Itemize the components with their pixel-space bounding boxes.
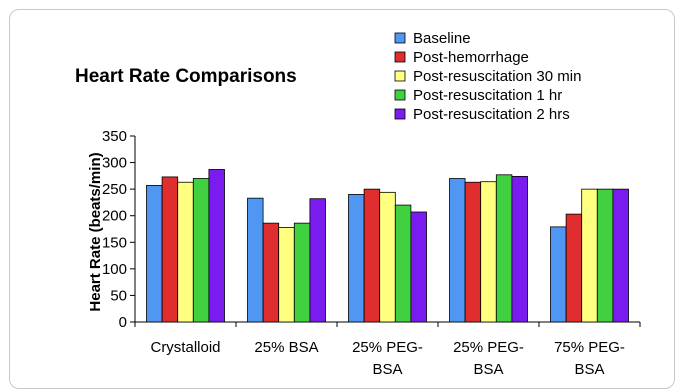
y-tick-label: 0 xyxy=(119,314,127,331)
legend-label: Post-hemorrhage xyxy=(413,49,529,66)
x-tick-label: 25% PEG- xyxy=(453,339,524,356)
legend-label: Post-resuscitation 1 hr xyxy=(413,87,562,104)
bar xyxy=(511,175,528,323)
chart-title: Heart Rate Comparisons xyxy=(75,66,297,87)
x-tick-label: BSA xyxy=(473,361,503,378)
bar xyxy=(363,188,381,323)
y-tick-label: 300 xyxy=(102,155,127,172)
bar xyxy=(161,176,179,323)
axes: 0 50 100 150 200 250 300 350 Crystalloid 25% BSA 2… xyxy=(102,128,641,378)
bar xyxy=(247,197,264,323)
bar xyxy=(394,204,412,323)
bar xyxy=(293,222,311,323)
y-tick-label: 100 xyxy=(102,261,127,278)
bar xyxy=(449,178,466,323)
x-tick-label: 25% BSA xyxy=(254,339,318,356)
x-tick-label: 25% PEG- xyxy=(352,339,423,356)
legend-label: Baseline xyxy=(413,30,471,47)
legend-swatch xyxy=(394,70,406,82)
bar xyxy=(379,191,396,323)
bar xyxy=(278,227,295,323)
legend-swatch xyxy=(394,32,406,44)
bar xyxy=(612,188,629,323)
legend: Baseline Post-hemorrhage Post-resuscitatio… xyxy=(394,30,581,123)
bar xyxy=(262,222,280,323)
y-tick-label: 50 xyxy=(110,287,127,304)
y-tick-label: 350 xyxy=(102,128,127,145)
bar xyxy=(596,188,614,323)
legend-swatch xyxy=(394,108,406,120)
x-tick-label: Crystalloid xyxy=(150,339,220,356)
bar xyxy=(348,194,365,323)
x-tick-label: BSA xyxy=(372,361,402,378)
bar xyxy=(495,174,513,323)
x-tick-label: 75% PEG- xyxy=(554,339,625,356)
y-axis-label: Heart Rate (beats/min) xyxy=(87,152,104,311)
bar xyxy=(581,188,598,323)
legend-label: Post-resuscitation 30 min xyxy=(413,68,581,85)
bar xyxy=(464,181,482,323)
legend-label: Post-resuscitation 2 hrs xyxy=(413,106,570,123)
y-tick-label: 150 xyxy=(102,234,127,251)
bar xyxy=(565,213,583,323)
bar xyxy=(550,226,567,323)
bar xyxy=(146,185,163,323)
bar xyxy=(208,169,225,323)
bar xyxy=(410,211,427,323)
bar xyxy=(309,198,326,323)
bar xyxy=(192,178,210,323)
legend-swatch xyxy=(394,89,406,101)
bars xyxy=(146,169,629,323)
bar xyxy=(177,181,194,323)
y-tick-label: 200 xyxy=(102,208,127,225)
legend-swatch xyxy=(394,51,406,63)
bar xyxy=(480,181,497,323)
y-tick-label: 250 xyxy=(102,181,127,198)
x-tick-label: BSA xyxy=(574,361,604,378)
